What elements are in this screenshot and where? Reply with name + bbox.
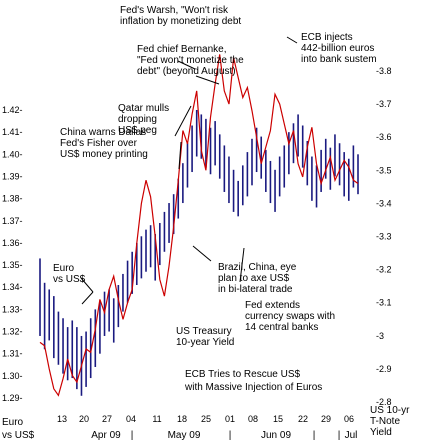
x-day-tick-label: 29 [321, 414, 331, 424]
right-tick-label: -3.6 [376, 132, 392, 142]
chart-title: with Massive Injection of Euros [184, 382, 322, 393]
x-day-tick-label: 18 [177, 414, 187, 424]
annotation-text: ECB injects [301, 32, 353, 43]
x-day-tick-label: 27 [102, 414, 112, 424]
annotation-pointer [80, 277, 94, 293]
annotation-text: inflation by monetizing debt [120, 16, 241, 27]
right-tick-label: -2.9 [376, 364, 392, 374]
right-axis-label: T-Note [370, 416, 400, 427]
left-tick-label: 1.42- [2, 105, 23, 115]
left-tick-label: 1.33- [2, 304, 23, 314]
chart-title: ECB Tries to Rescue US$ [185, 369, 300, 380]
right-tick-label: -3.7 [376, 99, 392, 109]
x-day-tick-label: 13 [57, 414, 67, 424]
left-tick-label: 1.40- [2, 149, 23, 159]
tick-labels: 1.29- 1.30- 1.31- 1.32- 1.33- 1.34- 1.35- 1.36-… [2, 66, 410, 441]
annotation-pointer [192, 245, 212, 262]
left-tick-label: 1.37- [2, 216, 23, 226]
annotation-text: Fed extends [245, 300, 300, 311]
yield-line [39, 54, 359, 397]
left-tick-label: 1.36- [2, 238, 23, 248]
annotation-text: Brazil, China, eye [218, 262, 297, 273]
x-month-separator: | [229, 430, 232, 441]
left-tick-label: 1.34- [2, 282, 23, 292]
annotation-pointer [195, 75, 220, 85]
x-day-tick-label: 06 [344, 414, 354, 424]
annotation-pointer [81, 291, 94, 305]
x-month-label: Jul [345, 430, 358, 441]
annotation-text: plan to axe US$ [218, 273, 290, 284]
annotation-text: into bank sustem [301, 54, 377, 65]
right-tick-label: -2.8 [376, 397, 392, 407]
left-tick-label: 1.32- [2, 327, 23, 337]
right-tick-label: -3.4 [376, 198, 392, 208]
annotation-text: dropping [118, 114, 157, 125]
left-tick-label: 1.35- [2, 260, 23, 270]
annotation-pointer [286, 36, 298, 44]
right-tick-label: -3.3 [376, 232, 392, 242]
annotation-text: vs US$ [53, 274, 86, 285]
x-day-tick-label: 08 [248, 414, 258, 424]
euro-price-bars [39, 110, 359, 396]
x-month-separator: | [131, 430, 134, 441]
annotation-pointer [177, 60, 196, 70]
x-month-label: May 09 [168, 430, 201, 441]
right-tick-label: -3 [376, 331, 384, 341]
x-day-tick-label: 11 [152, 414, 161, 424]
x-day-tick-label: 20 [79, 414, 89, 424]
right-axis-label: Yield [370, 427, 392, 438]
left-tick-label: 1.29- [2, 393, 23, 403]
annotation-text: in bi-lateral trade [218, 284, 293, 295]
annotation-pointer [174, 105, 192, 137]
annotation-text: US$ money printing [60, 149, 148, 160]
annotation-text: currency swaps with [245, 311, 335, 322]
left-axis-label: vs US$ [2, 430, 35, 441]
x-day-tick-label: 22 [298, 414, 308, 424]
right-tick-label: -3.8 [376, 66, 392, 76]
annotation-text: "Fed won't monetize the [137, 55, 244, 66]
x-day-tick-label: 25 [201, 414, 211, 424]
annotation-text: 442-billion euros [301, 43, 374, 54]
annotation-text: Fed's Fisher over [60, 138, 138, 149]
annotation-text: debt" (beyond August) [137, 66, 236, 77]
x-month-separator: | [338, 430, 341, 441]
x-day-tick-label: 15 [273, 414, 283, 424]
annotation-text: 14 central banks [245, 322, 318, 333]
left-tick-label: 1.31- [2, 349, 23, 359]
annotation-pointer [178, 141, 182, 170]
x-day-tick-label: 01 [225, 414, 235, 424]
annotation-text: Euro [53, 263, 75, 274]
x-month-label: Jun 09 [261, 430, 291, 441]
x-day-tick-label: 04 [126, 414, 136, 424]
right-tick-label: -3.2 [376, 265, 392, 275]
annotation-text: US$ peg [118, 125, 157, 136]
right-axis-label: US 10-yr [370, 405, 410, 416]
left-tick-label: 1.38- [2, 194, 23, 204]
annotation-text: Fed chief Bernanke, [137, 44, 227, 55]
annotation-pointers [80, 36, 298, 305]
x-month-separator: | [313, 430, 316, 441]
left-tick-label: 1.30- [2, 371, 23, 381]
annotation-text: China warns Dallas [60, 127, 146, 138]
yield-line-layer [39, 54, 359, 397]
left-tick-label: 1.41- [2, 127, 23, 137]
left-axis-label: Euro [2, 417, 24, 428]
right-tick-label: -3.1 [376, 298, 392, 308]
right-tick-label: -3.5 [376, 165, 392, 175]
annotation-text: Qatar mulls [118, 103, 169, 114]
annotation-pointer [239, 247, 245, 283]
annotation-text: Fed's Warsh, "Won't risk [120, 5, 229, 16]
yield-series-label: 10-year Yield [176, 337, 234, 348]
x-month-label: Apr 09 [91, 430, 121, 441]
yield-series-label: US Treasury [176, 326, 232, 337]
left-tick-label: 1.39- [2, 171, 23, 181]
